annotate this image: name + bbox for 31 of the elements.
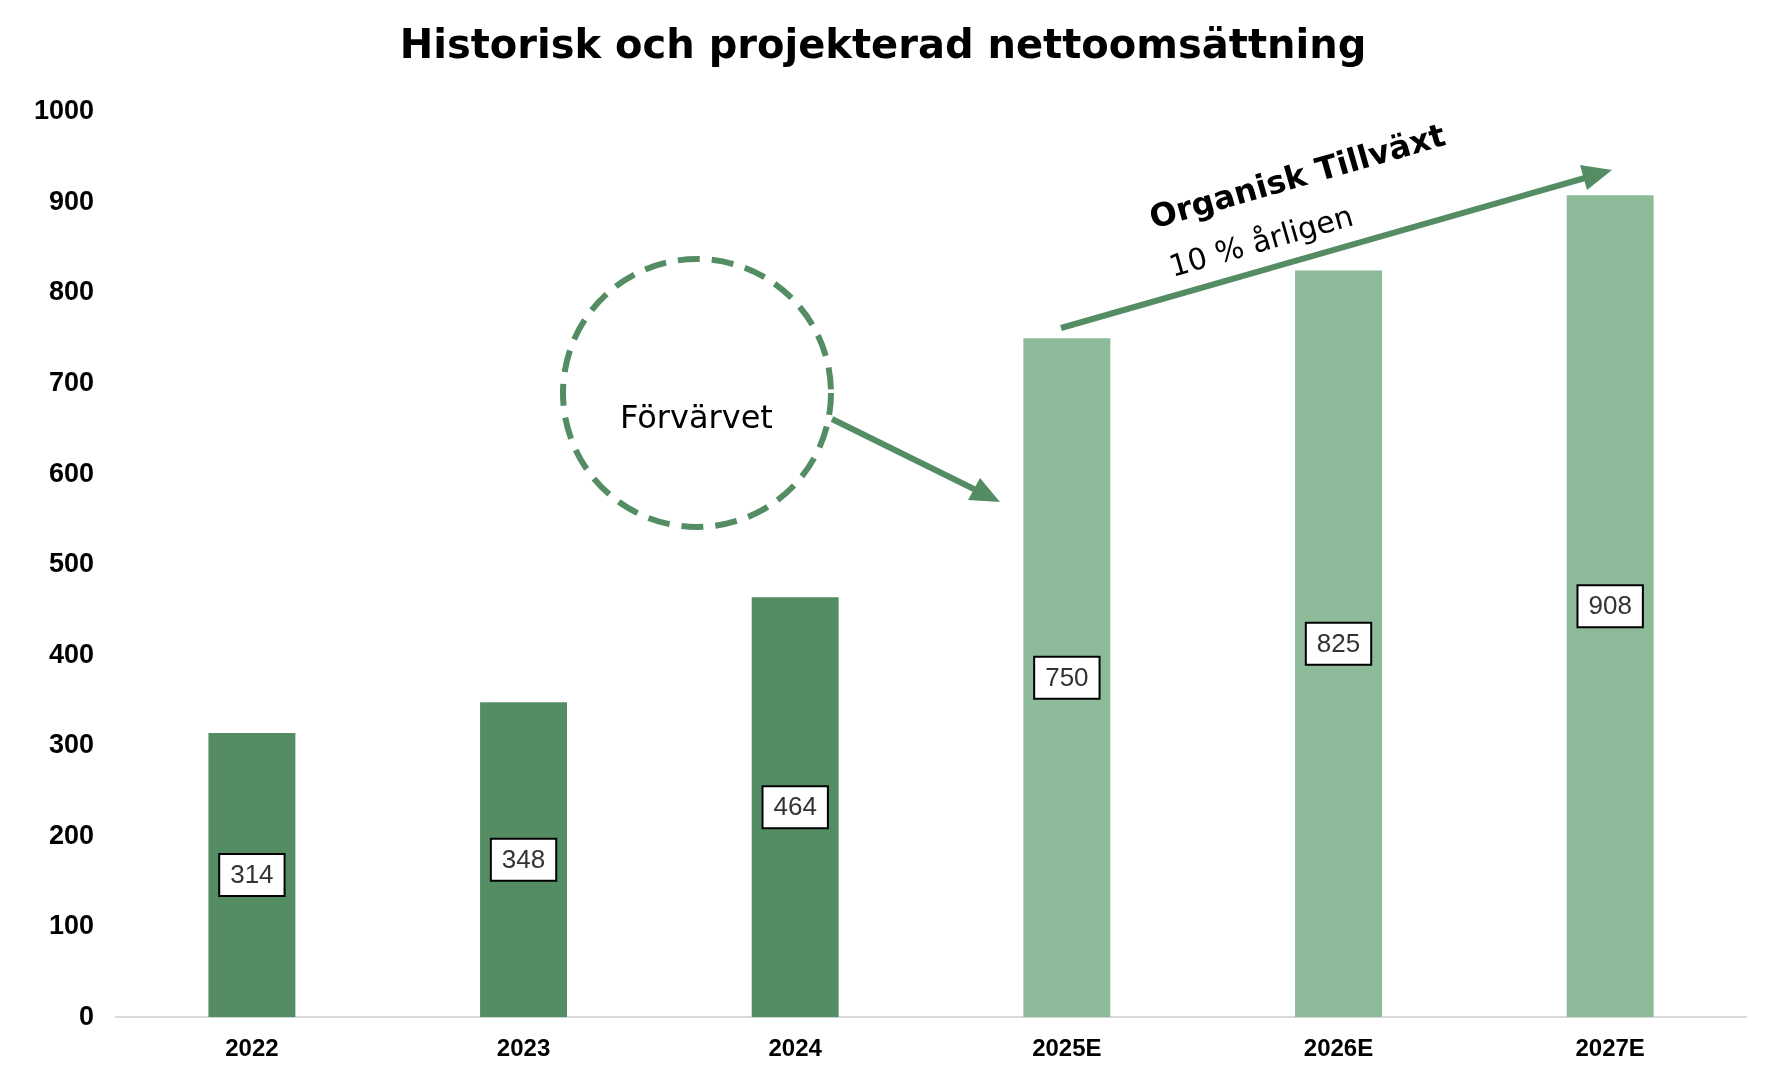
bar [1023, 338, 1111, 1018]
bar [480, 702, 568, 1018]
bar [751, 597, 839, 1018]
chart-title: Historisk och projekterad nettoomsättning [399, 21, 1367, 68]
bar [1566, 195, 1654, 1018]
bar [208, 732, 296, 1018]
y-tick-label: 200 [49, 819, 95, 850]
y-tick-label: 300 [49, 729, 95, 760]
y-tick-label: 600 [49, 457, 95, 488]
y-tick-label: 100 [49, 910, 95, 941]
y-tick-label: 500 [49, 548, 95, 579]
x-tick-label: 2026E [1303, 1034, 1374, 1062]
data-label: 314 [230, 859, 274, 890]
x-tick-label: 2027E [1575, 1034, 1645, 1062]
y-tick-label: 1000 [33, 95, 95, 126]
bar [1295, 270, 1382, 1018]
data-label: 750 [1045, 661, 1089, 692]
x-tick-label: 2025E [1032, 1034, 1102, 1062]
y-tick-label: 400 [49, 638, 95, 669]
x-tick-label: 2023 [496, 1034, 551, 1062]
data-label: 825 [1316, 627, 1361, 658]
x-tick-label: 2024 [768, 1034, 823, 1062]
y-tick-label: 700 [49, 367, 95, 398]
data-label: 908 [1588, 590, 1632, 621]
annotation: Förvärvet [620, 398, 773, 436]
x-tick-label: 2022 [225, 1034, 279, 1062]
data-label: 348 [501, 843, 546, 874]
y-tick-label: 900 [49, 185, 95, 216]
data-label: 464 [773, 791, 817, 822]
y-tick-label: 0 [79, 1000, 95, 1031]
y-tick-label: 800 [49, 276, 95, 307]
